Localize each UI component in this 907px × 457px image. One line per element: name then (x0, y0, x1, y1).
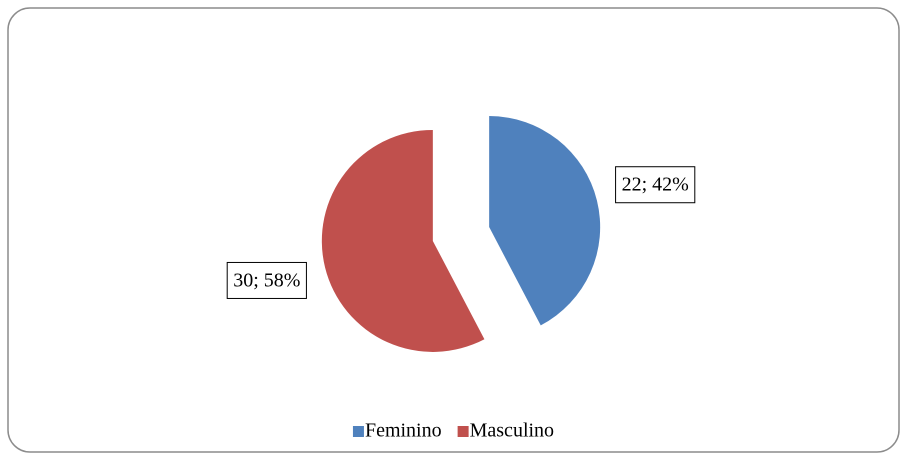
legend: Feminino Masculino (352, 420, 554, 442)
data-label-box (226, 261, 307, 299)
legend-label: Feminino (365, 420, 442, 442)
data-label: 22; 42% (622, 174, 689, 196)
pie-slice (489, 116, 601, 326)
legend-swatch (457, 426, 469, 437)
pie-slice (321, 129, 485, 352)
data-label: 30; 58% (233, 269, 300, 291)
chart-frame (7, 7, 900, 453)
legend-label: Masculino (470, 420, 554, 442)
legend-swatch (352, 426, 364, 437)
data-label-box (615, 166, 696, 204)
